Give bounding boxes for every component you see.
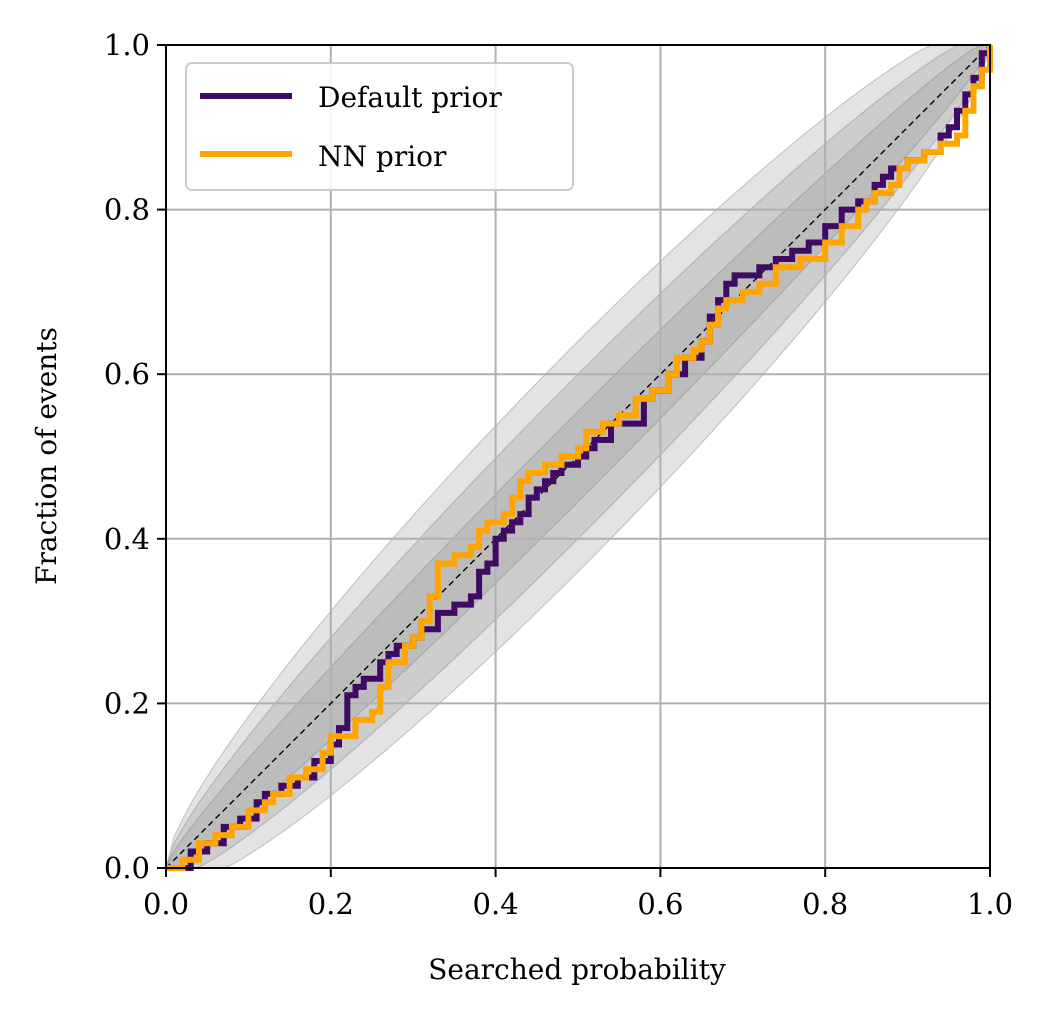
x-tick-label-5: 1.0	[967, 887, 1013, 921]
y-axis-title: Fraction of events	[30, 327, 63, 585]
legend-label-default-prior: Default prior	[318, 81, 502, 114]
series-line-nn-prior	[166, 45, 993, 871]
y-tick-label-5: 1.0	[104, 28, 150, 62]
x-tick-label-4: 0.8	[802, 887, 848, 921]
y-tick-label-4: 0.8	[104, 193, 150, 227]
x-tick-label-1: 0.2	[308, 887, 354, 921]
series-lines	[166, 45, 993, 871]
series-line-default-prior	[166, 45, 993, 871]
y-tick-label-2: 0.4	[104, 522, 150, 556]
plot-frame	[165, 44, 991, 869]
y-tick-label-3: 0.6	[104, 357, 150, 391]
y-tick-label-1: 0.2	[104, 686, 150, 720]
x-tick-label-3: 0.6	[637, 887, 683, 921]
x-tick-label-0: 0.0	[143, 887, 189, 921]
axis-ticks: 0.0 0.2 0.4 0.6 0.8 1.0 0.0 0.2 0.4 0.6 0.8 1.0	[104, 28, 1013, 921]
legend-label-nn-prior: NN prior	[318, 140, 447, 173]
x-tick-label-2: 0.4	[473, 887, 519, 921]
y-tick-label-0: 0.0	[104, 851, 150, 885]
x-axis-title: Searched probability	[428, 953, 726, 986]
legend: Default prior NN prior	[185, 62, 574, 191]
